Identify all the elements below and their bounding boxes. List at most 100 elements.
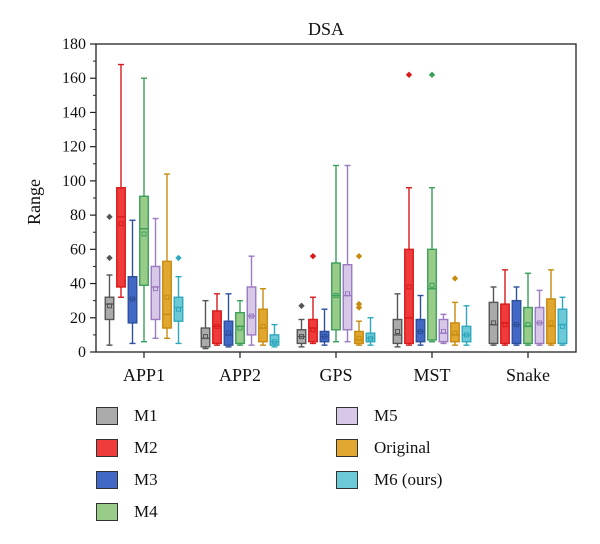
box-body — [127, 276, 138, 324]
box-body — [212, 310, 222, 345]
box-body — [104, 296, 115, 321]
box-body — [342, 264, 353, 331]
box-body — [404, 248, 414, 345]
mean-marker — [214, 323, 220, 329]
box-original-app2 — [258, 287, 268, 346]
box-body — [162, 260, 172, 329]
mean-marker — [525, 322, 531, 328]
box-original-mst — [450, 275, 460, 346]
box-m2-snake — [500, 269, 510, 346]
box-body — [488, 301, 499, 345]
box-m5-gps — [342, 164, 353, 343]
legend-item-m6-ours: M6 (ours) — [336, 467, 442, 493]
mean-marker — [164, 294, 170, 300]
y-tick-label: 60 — [70, 241, 86, 258]
legend-label: M2 — [134, 438, 158, 457]
box-m5-app2 — [246, 255, 257, 346]
box-original-app1 — [162, 173, 172, 340]
mean-marker — [395, 328, 400, 334]
box-m3-gps — [319, 308, 330, 346]
box-original-snake — [546, 269, 556, 346]
box-m2-app2 — [212, 293, 222, 346]
legend-swatch — [96, 503, 118, 521]
mean-marker — [429, 282, 435, 288]
box-body — [534, 306, 545, 345]
plot-area: 0 20 40 60 80 100 120 140 160 180 APP1 APP2 GPS MST Sn… — [62, 36, 577, 385]
x-tick-label-snake: Snake — [506, 365, 550, 385]
box-body — [523, 306, 533, 345]
legend-item-original: Original — [336, 435, 431, 461]
chart-title: DSA — [308, 19, 344, 39]
box-body — [392, 318, 403, 345]
box-m4-gps — [331, 164, 341, 343]
box-m2-app1 — [116, 63, 126, 298]
box-body — [200, 327, 211, 348]
box-plot-chart: DSA Range 0 20 40 60 80 100 120 140 160 180 APP1 AP… — [24, 19, 577, 385]
box-m1-app1 — [104, 213, 115, 346]
box-m6-ours--app1 — [173, 254, 184, 345]
mean-marker — [406, 284, 412, 290]
box-body — [139, 195, 149, 286]
box-m4-snake — [523, 272, 533, 346]
box-m6-ours--mst — [461, 305, 472, 346]
box-body — [258, 308, 268, 343]
box-m6-ours--snake — [557, 296, 568, 346]
box-original-gps — [354, 252, 364, 346]
outlier-point — [175, 254, 182, 262]
legend-swatch — [336, 407, 358, 425]
box-body — [331, 262, 341, 331]
outlier-point — [106, 254, 113, 262]
box-m5-snake — [534, 289, 545, 346]
box-body — [223, 320, 234, 346]
mean-marker — [502, 322, 508, 328]
box-body — [557, 308, 568, 345]
outlier-point — [405, 71, 413, 78]
box-body — [354, 330, 364, 345]
box-m1-app2 — [200, 299, 211, 350]
box-body — [415, 318, 426, 343]
mean-marker — [153, 286, 158, 292]
mean-marker — [356, 335, 362, 341]
y-tick-label: 0 — [78, 344, 86, 361]
legend-label: M1 — [134, 406, 158, 425]
legend-swatch — [336, 471, 358, 489]
mean-marker — [560, 323, 565, 329]
legend-label: Original — [374, 438, 431, 457]
box-m6-ours--app2 — [269, 323, 280, 348]
box-m2-gps — [308, 252, 318, 345]
box-body — [461, 325, 472, 343]
mean-marker — [491, 320, 496, 326]
mean-marker — [260, 323, 266, 329]
mean-marker — [176, 306, 181, 312]
box-m2-mst — [404, 71, 414, 346]
box-body — [365, 332, 376, 343]
legend-item-m5: M5 — [336, 403, 398, 429]
mean-marker — [514, 322, 519, 328]
mean-marker — [345, 291, 350, 297]
mean-marker — [203, 334, 208, 340]
box-m1-gps — [296, 302, 307, 348]
mean-marker — [141, 231, 147, 237]
box-m1-snake — [488, 286, 499, 346]
mean-marker — [130, 296, 135, 302]
box-body — [116, 187, 126, 288]
box-body — [150, 265, 161, 321]
box-body — [246, 286, 257, 336]
box-body — [500, 303, 510, 345]
outlier-point — [298, 302, 305, 309]
outlier-point — [309, 252, 317, 260]
mean-marker — [368, 335, 373, 341]
x-tick-label-gps: GPS — [319, 365, 352, 385]
y-tick-label: 40 — [70, 276, 86, 293]
legend-swatch — [96, 439, 118, 457]
mean-marker — [226, 330, 231, 336]
box-m5-app1 — [150, 217, 161, 340]
x-tick-label-mst: MST — [413, 365, 450, 385]
outlier-point — [428, 71, 436, 78]
legend-swatch — [336, 439, 358, 457]
mean-marker — [548, 320, 554, 326]
mean-marker — [464, 332, 469, 338]
mean-marker — [333, 293, 339, 299]
y-tick-label: 120 — [62, 139, 86, 156]
box-body — [511, 299, 522, 345]
